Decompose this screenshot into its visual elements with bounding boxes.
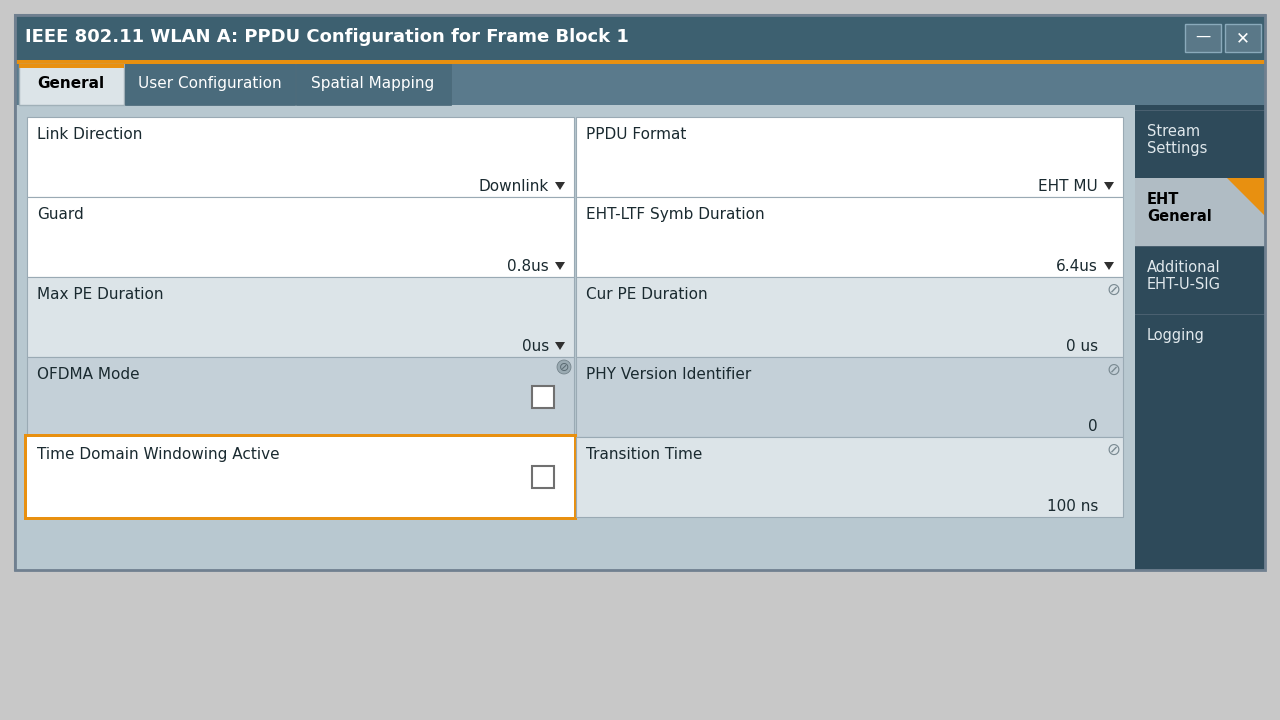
Bar bbox=[576, 197, 1123, 277]
Polygon shape bbox=[556, 182, 564, 190]
Text: ⊘: ⊘ bbox=[559, 361, 570, 374]
Bar bbox=[27, 117, 573, 197]
Text: 100 ns: 100 ns bbox=[1047, 499, 1098, 514]
Bar bbox=[1135, 314, 1265, 315]
Text: Downlink: Downlink bbox=[479, 179, 549, 194]
Text: 6.4us: 6.4us bbox=[1056, 259, 1098, 274]
Text: Logging: Logging bbox=[1147, 328, 1204, 343]
Bar bbox=[27, 357, 573, 437]
Bar bbox=[1135, 246, 1265, 247]
Text: General: General bbox=[37, 76, 105, 91]
Text: IEEE 802.11 WLAN A: PPDU Configuration for Frame Block 1: IEEE 802.11 WLAN A: PPDU Configuration f… bbox=[26, 28, 628, 46]
Bar bbox=[19, 64, 124, 105]
Bar bbox=[1135, 110, 1265, 111]
Bar bbox=[125, 64, 294, 105]
Bar bbox=[1225, 24, 1261, 52]
Bar bbox=[15, 15, 1265, 570]
Text: Stream
Settings: Stream Settings bbox=[1147, 124, 1207, 156]
Text: Transition Time: Transition Time bbox=[586, 447, 703, 462]
Bar bbox=[15, 60, 1265, 105]
Polygon shape bbox=[1228, 178, 1265, 216]
Bar bbox=[576, 357, 1123, 437]
Text: Guard: Guard bbox=[37, 207, 83, 222]
Text: 0 us: 0 us bbox=[1066, 339, 1098, 354]
Bar bbox=[27, 197, 573, 277]
Bar bbox=[15, 15, 1265, 570]
Text: EHT-LTF Symb Duration: EHT-LTF Symb Duration bbox=[586, 207, 764, 222]
Bar bbox=[532, 466, 554, 488]
Text: PPDU Format: PPDU Format bbox=[586, 127, 686, 142]
Text: 0us: 0us bbox=[522, 339, 549, 354]
Text: Spatial Mapping: Spatial Mapping bbox=[311, 76, 435, 91]
Bar bbox=[576, 117, 1123, 197]
Text: 0: 0 bbox=[1088, 419, 1098, 434]
Text: ⊘: ⊘ bbox=[1106, 281, 1120, 299]
Text: ⊘: ⊘ bbox=[1106, 441, 1120, 459]
Bar bbox=[1135, 105, 1265, 570]
Text: Cur PE Duration: Cur PE Duration bbox=[586, 287, 708, 302]
Bar bbox=[24, 434, 577, 520]
Text: OFDMA Mode: OFDMA Mode bbox=[37, 367, 140, 382]
Text: EHT
General: EHT General bbox=[1147, 192, 1212, 225]
Bar bbox=[15, 60, 1265, 64]
Text: Link Direction: Link Direction bbox=[37, 127, 142, 142]
Text: User Configuration: User Configuration bbox=[138, 76, 282, 91]
Text: ✕: ✕ bbox=[1236, 29, 1251, 47]
Bar bbox=[296, 64, 451, 105]
Bar bbox=[532, 386, 554, 408]
Text: ⊘: ⊘ bbox=[1106, 361, 1120, 379]
Bar bbox=[1135, 178, 1265, 246]
Bar bbox=[19, 64, 124, 68]
Polygon shape bbox=[1103, 262, 1114, 270]
Bar bbox=[576, 437, 1123, 517]
Polygon shape bbox=[1103, 182, 1114, 190]
Text: PHY Version Identifier: PHY Version Identifier bbox=[586, 367, 751, 382]
Bar bbox=[576, 277, 1123, 357]
Text: —: — bbox=[1196, 29, 1211, 44]
Text: 0.8us: 0.8us bbox=[507, 259, 549, 274]
Circle shape bbox=[557, 360, 571, 374]
Text: Time Domain Windowing Active: Time Domain Windowing Active bbox=[37, 447, 279, 462]
Text: Additional
EHT-U-SIG: Additional EHT-U-SIG bbox=[1147, 260, 1221, 292]
Bar bbox=[15, 105, 1265, 570]
Polygon shape bbox=[556, 342, 564, 350]
Text: EHT MU: EHT MU bbox=[1038, 179, 1098, 194]
Bar bbox=[15, 15, 1265, 60]
Bar bbox=[27, 277, 573, 357]
Polygon shape bbox=[556, 262, 564, 270]
Bar bbox=[1185, 24, 1221, 52]
Text: Max PE Duration: Max PE Duration bbox=[37, 287, 164, 302]
Bar bbox=[27, 437, 573, 517]
